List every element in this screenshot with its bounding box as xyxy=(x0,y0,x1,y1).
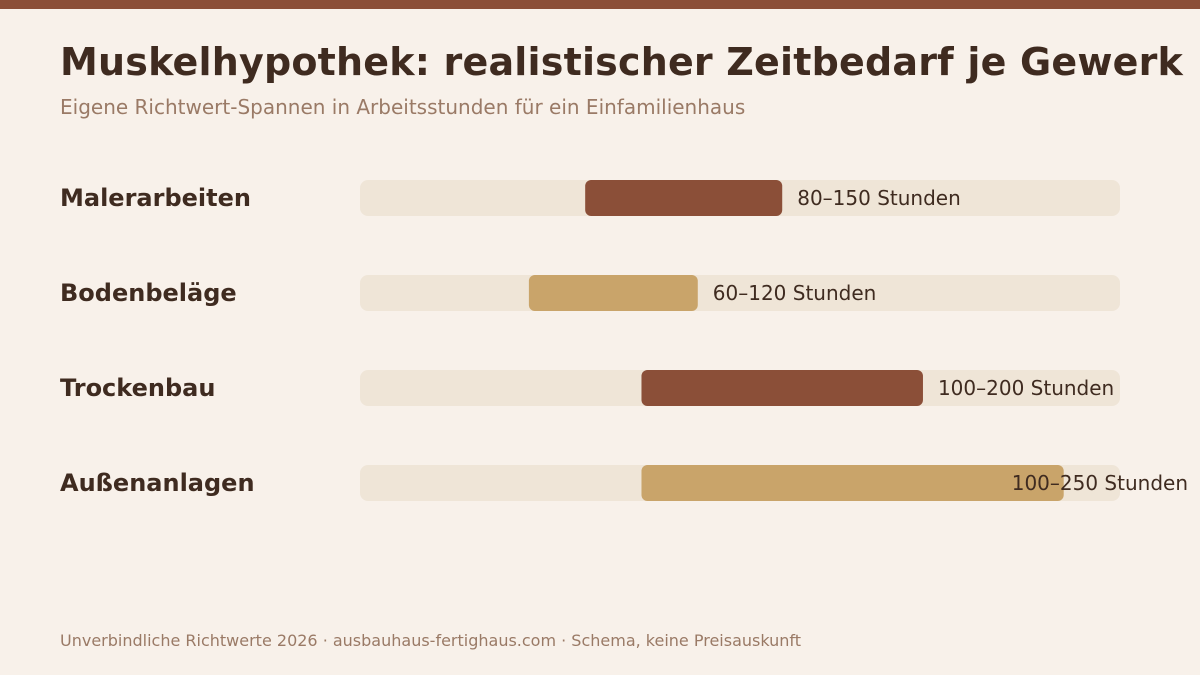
footer-note: Unverbindliche Richtwerte 2026 · ausbauh… xyxy=(60,631,802,650)
category-label: Außenanlagen xyxy=(60,469,255,497)
range-bar xyxy=(528,275,698,311)
range-bar xyxy=(585,180,783,216)
range-value-label: 100–250 Stunden xyxy=(1012,471,1188,495)
category-label: Bodenbeläge xyxy=(60,279,237,307)
bar-row: Malerarbeiten 80–150 Stunden xyxy=(60,180,1120,216)
page-subtitle: Eigene Richtwert-Spannen in Arbeitsstund… xyxy=(60,95,746,119)
range-value-label: 60–120 Stunden xyxy=(713,281,877,305)
top-accent-bar xyxy=(0,0,1200,9)
page-title: Muskelhypothek: realistischer Zeitbedarf… xyxy=(60,40,1184,84)
range-bar xyxy=(641,465,1064,501)
category-label: Malerarbeiten xyxy=(60,184,251,212)
range-value-label: 80–150 Stunden xyxy=(797,186,961,210)
bar-row: Außenanlagen 100–250 Stunden xyxy=(60,465,1188,501)
category-label: Trockenbau xyxy=(60,374,215,402)
bar-row: Bodenbeläge 60–120 Stunden xyxy=(60,275,1120,311)
bar-row: Trockenbau 100–200 Stunden xyxy=(60,370,1120,406)
range-bar xyxy=(641,370,923,406)
range-value-label: 100–200 Stunden xyxy=(938,376,1114,400)
